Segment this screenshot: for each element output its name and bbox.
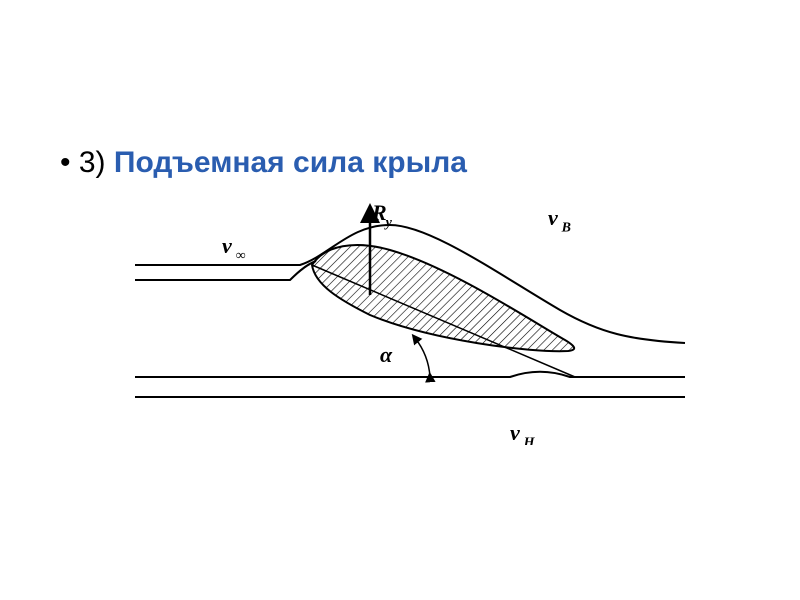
label-freestream-velocity: v∞ — [222, 233, 246, 263]
svg-text:∞: ∞ — [236, 248, 246, 263]
streamline-lower-1 — [135, 372, 685, 377]
angle-of-attack-arc — [415, 338, 430, 377]
title-number: 3) — [79, 146, 106, 179]
streamline-upper-2 — [135, 261, 316, 280]
slide: • 3) Подъемная сила крыла — [0, 0, 800, 600]
label-lower-velocity: vH — [510, 420, 536, 445]
label-upper-velocity: vB — [548, 205, 571, 235]
airfoil-figure: Ry v∞ vB vH α — [130, 195, 690, 445]
svg-text:R: R — [371, 200, 387, 225]
bullet: • — [60, 146, 71, 179]
svg-text:v: v — [222, 233, 232, 258]
svg-text:B: B — [561, 220, 571, 235]
label-angle-of-attack: α — [380, 342, 393, 367]
svg-text:v: v — [510, 420, 520, 445]
airfoil-shape — [312, 245, 574, 351]
svg-text:α: α — [380, 342, 393, 367]
title-text: Подъемная сила крыла — [114, 146, 467, 179]
svg-text:v: v — [548, 205, 558, 230]
title-line: • 3) Подъемная сила крыла — [60, 145, 467, 181]
svg-text:y: y — [384, 215, 393, 230]
svg-text:H: H — [523, 435, 536, 445]
